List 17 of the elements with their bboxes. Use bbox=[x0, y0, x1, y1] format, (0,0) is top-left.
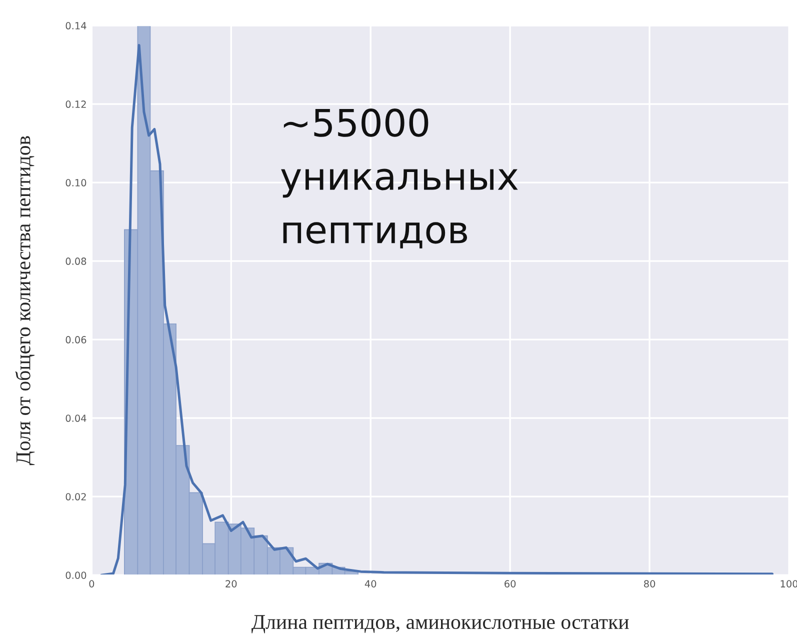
y-tick-label: 0.10 bbox=[66, 179, 86, 186]
y-tick-label: 0.06 bbox=[66, 336, 86, 344]
x-tick-label: 80 bbox=[644, 580, 656, 588]
line-series bbox=[100, 44, 774, 576]
x-tick-label: 20 bbox=[226, 580, 237, 588]
x-tick-label: 40 bbox=[364, 580, 376, 588]
x-tick-label: 60 bbox=[504, 580, 516, 588]
x-axis-title: Длина пептидов, аминокислотные остатки bbox=[252, 615, 629, 634]
y-tick-label: 0.12 bbox=[66, 100, 86, 108]
y-tick-label: 0.04 bbox=[66, 414, 86, 422]
annotation: ~55000 уникальных пептидов bbox=[281, 108, 518, 248]
y-tick-label: 0.08 bbox=[66, 258, 86, 265]
y-tick-label: 0.02 bbox=[66, 493, 86, 500]
y-tick-label: 0.14 bbox=[66, 22, 86, 30]
y-axis-title: Доля от общего количества пептидов bbox=[15, 136, 35, 466]
x-tick-label: 0 bbox=[89, 580, 94, 588]
y-tick-label: 0.00 bbox=[66, 572, 86, 579]
